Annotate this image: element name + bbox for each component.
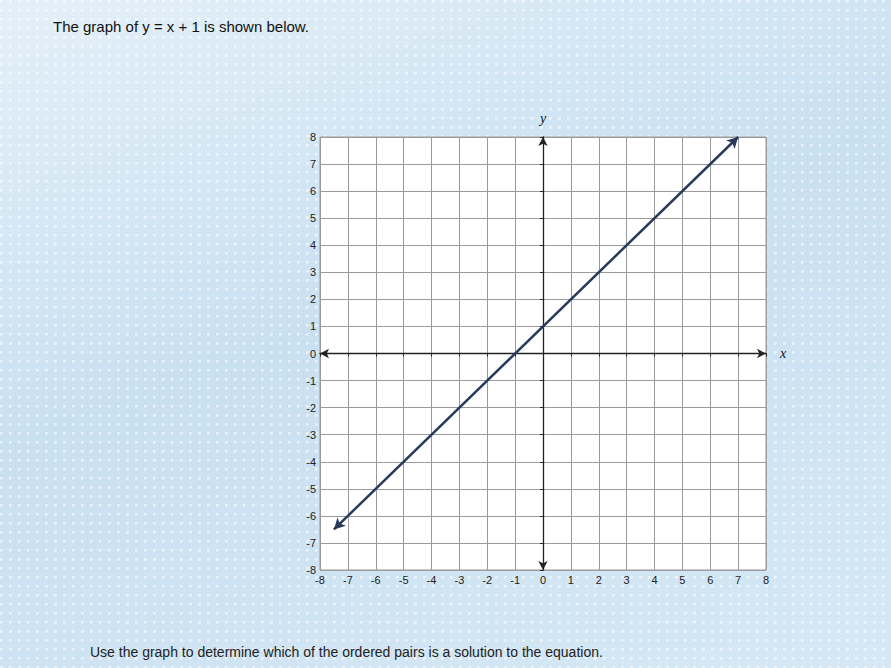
svg-text:-8: -8 [306,564,316,576]
svg-text:8: 8 [310,131,316,143]
svg-text:3: 3 [310,266,316,278]
svg-text:5: 5 [679,574,685,586]
svg-text:1: 1 [310,320,316,332]
svg-text:The graph of y = x + 1 is show: The graph of y = x + 1 is shown below. [53,18,309,35]
svg-text:1: 1 [568,574,574,586]
svg-text:6: 6 [707,574,713,586]
svg-text:7: 7 [735,574,741,586]
svg-text:Use the graph to determine whi: Use the graph to determine which of the … [90,644,603,660]
svg-text:-4: -4 [427,574,437,586]
svg-text:-7: -7 [343,574,353,586]
svg-text:3: 3 [624,574,630,586]
svg-text:2: 2 [596,574,602,586]
svg-text:-3: -3 [454,574,464,586]
svg-text:x: x [779,346,787,361]
svg-text:-4: -4 [306,456,316,468]
svg-text:2: 2 [310,293,316,305]
svg-text:0: 0 [310,348,316,360]
svg-text:5: 5 [310,212,316,224]
svg-text:-8: -8 [315,574,325,586]
svg-text:-5: -5 [306,483,316,495]
svg-text:4: 4 [651,574,657,586]
svg-text:4: 4 [310,239,316,251]
svg-text:-5: -5 [399,574,409,586]
svg-text:-6: -6 [306,510,316,522]
svg-text:-6: -6 [371,574,381,586]
svg-text:-2: -2 [482,574,492,586]
svg-text:-3: -3 [306,429,316,441]
svg-text:-1: -1 [306,375,316,387]
svg-text:-2: -2 [306,402,316,414]
svg-text:8: 8 [763,574,769,586]
svg-text:-7: -7 [306,537,316,549]
svg-text:7: 7 [310,158,316,170]
svg-text:6: 6 [310,185,316,197]
svg-text:-1: -1 [510,574,520,586]
svg-text:y: y [538,111,547,126]
svg-text:0: 0 [540,574,546,586]
